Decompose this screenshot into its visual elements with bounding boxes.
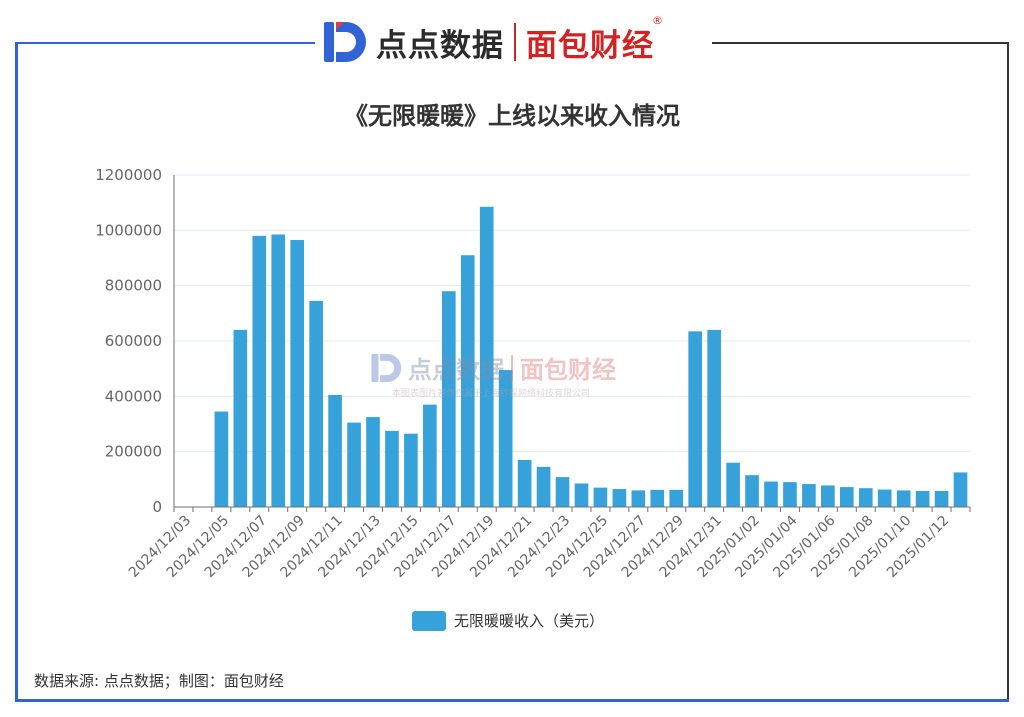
- bar-2024/12/12: [347, 422, 361, 507]
- bar-2024/12/26: [612, 489, 627, 507]
- y-tick-label: 1200000: [95, 166, 162, 184]
- bar-2024/12/14: [385, 430, 399, 507]
- bar-2024/12/06: [233, 329, 248, 507]
- bar-2025/01/03: [764, 481, 778, 507]
- bar-2025/01/09: [877, 489, 892, 507]
- bar-2025/01/06: [821, 485, 835, 507]
- registered-mark: ®: [652, 13, 664, 27]
- y-tick-label: 800000: [105, 277, 162, 295]
- watermark-separator: [511, 354, 513, 381]
- bar-2024/12/31: [707, 329, 721, 507]
- bar-2024/12/29: [669, 489, 684, 507]
- bar-2024/12/28: [650, 489, 665, 507]
- legend-swatch: [412, 611, 446, 631]
- bar-2024/12/09: [290, 240, 305, 507]
- y-tick-label: 200000: [105, 443, 162, 461]
- bar-2024/12/30: [688, 331, 703, 507]
- watermark: 点点数据 面包财经 本图表图片著作权属于上海妙探网络科技有限公司: [370, 350, 660, 399]
- bar-2025/01/05: [802, 484, 816, 507]
- bar-2024/12/18: [460, 255, 475, 507]
- header-logo: 点点数据 面包财经 ®: [322, 14, 663, 70]
- bar-2025/01/04: [783, 482, 797, 507]
- y-tick-label: 400000: [105, 387, 162, 405]
- watermark-brand2: 面包财经: [520, 356, 616, 384]
- bar-2024/12/13: [366, 417, 380, 507]
- bar-2024/12/27: [631, 490, 646, 507]
- bar-2024/12/16: [423, 404, 437, 507]
- frame-right-line: [1007, 42, 1009, 702]
- bar-2024/12/10: [309, 300, 323, 507]
- bar-2025/01/08: [858, 488, 873, 507]
- bar-2025/01/01: [726, 462, 740, 507]
- bar-2025/01/12: [934, 490, 949, 507]
- frame-left-line: [15, 42, 18, 702]
- watermark-brand1: 点点数据: [408, 356, 504, 384]
- brand-mianBao-text: 面包财经: [526, 27, 654, 64]
- bar-2024/12/05: [214, 411, 229, 507]
- bar-2024/12/07: [252, 235, 267, 507]
- brand-mianBao: 面包财经 ®: [526, 14, 663, 65]
- dianDian-logo-icon: [324, 22, 366, 62]
- bar-2024/12/08: [271, 234, 286, 507]
- brand-dianDian: 点点数据: [376, 27, 504, 64]
- bar-2024/12/24: [574, 483, 589, 507]
- bar-2024/12/15: [404, 433, 418, 507]
- bar-2024/12/17: [441, 291, 456, 507]
- bar-2024/12/22: [536, 466, 551, 507]
- bar-2024/12/21: [517, 459, 532, 507]
- bar-2025/01/13: [953, 472, 968, 507]
- watermark-logo-icon: [371, 353, 402, 382]
- logo-separator: [514, 23, 516, 61]
- bar-2025/01/07: [839, 487, 854, 507]
- frame-top-right-line: [712, 42, 1009, 44]
- y-tick-label: 1000000: [95, 221, 162, 239]
- bar-2025/01/10: [896, 490, 911, 507]
- bar-2024/12/23: [555, 477, 570, 507]
- frame-top-left-line: [15, 42, 315, 44]
- bar-2024/12/11: [328, 394, 342, 507]
- frame-bottom-line: [15, 699, 1009, 702]
- y-tick-label: 0: [152, 498, 162, 516]
- data-source: 数据来源: 点点数据；制图：面包财经: [34, 672, 284, 690]
- watermark-copyright: 本图表图片著作权属于上海妙探网络科技有限公司: [392, 389, 591, 399]
- bar-2025/01/02: [745, 475, 759, 507]
- bar-2024/12/19: [479, 206, 494, 508]
- y-tick-label: 600000: [105, 332, 162, 350]
- bar-2024/12/20: [498, 370, 513, 507]
- bar-2025/01/11: [915, 490, 930, 507]
- legend-label: 无限暖暖收入（美元）: [454, 612, 604, 630]
- bar-2024/12/25: [593, 487, 608, 507]
- chart-title: 《无限暖暖》上线以来收入情况: [344, 102, 680, 130]
